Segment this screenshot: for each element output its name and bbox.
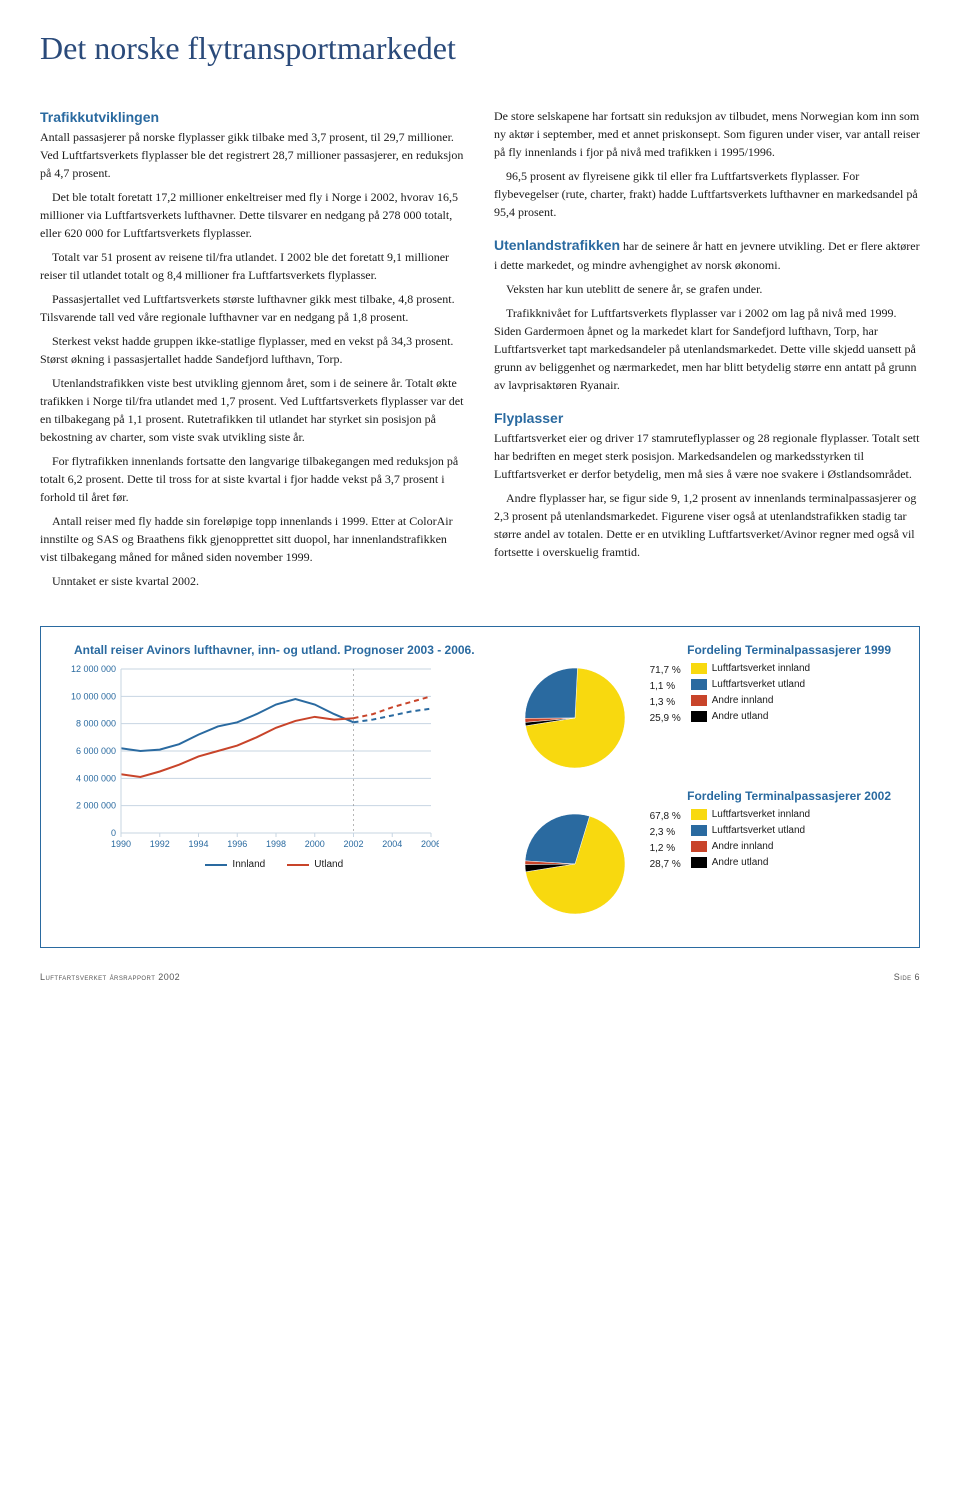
para: Utenlandstrafikken har de seinere år hat…: [494, 235, 920, 274]
pie-legend: Luftfartsverket innland Luftfartsverket u…: [691, 809, 810, 873]
svg-text:4 000 000: 4 000 000: [76, 773, 116, 783]
para: Andre flyplasser har, se figur side 9, 1…: [494, 489, 920, 561]
charts-container: Antall reiser Avinors lufthavner, inn- o…: [40, 626, 920, 948]
para: De store selskapene har fortsatt sin red…: [494, 107, 920, 161]
svg-text:2002: 2002: [343, 839, 363, 849]
line-chart-title: Antall reiser Avinors lufthavner, inn- o…: [59, 643, 490, 657]
svg-text:1994: 1994: [188, 839, 208, 849]
para: Passasjertallet ved Luftfartsverkets stø…: [40, 290, 466, 326]
svg-text:2004: 2004: [382, 839, 402, 849]
svg-text:1996: 1996: [227, 839, 247, 849]
svg-text:1998: 1998: [266, 839, 286, 849]
pie2-pct-labels: 67,8 %2,3 %1,2 %28,7 %: [650, 809, 681, 873]
page-title: Det norske flytransportmarkedet: [40, 30, 920, 67]
para: Trafikknivået for Luftfartsverkets flypl…: [494, 304, 920, 394]
subhead-utenlands: Utenlandstrafikken: [494, 237, 620, 253]
para: Sterkest vekst hadde gruppen ikke-statli…: [40, 332, 466, 368]
legend-item: Andre innland: [691, 695, 810, 706]
svg-text:10 000 000: 10 000 000: [71, 691, 116, 701]
pie2-row: 67,8 %2,3 %1,2 %28,7 % Luftfartsverket i…: [510, 809, 901, 919]
para: Luftfartsverket eier og driver 17 stamru…: [494, 429, 920, 483]
pie2-title: Fordeling Terminalpassasjerer 2002: [510, 789, 891, 803]
svg-text:2 000 000: 2 000 000: [76, 801, 116, 811]
pie-legend: Luftfartsverket innland Luftfartsverket u…: [691, 663, 810, 727]
subhead-flyplasser: Flyplasser: [494, 408, 920, 429]
svg-text:2006: 2006: [421, 839, 439, 849]
line-chart-block: Antall reiser Avinors lufthavner, inn- o…: [59, 643, 490, 935]
legend-item: Luftfartsverket innland: [691, 663, 810, 674]
footer-left: Luftfartsverket årsrapport 2002: [40, 972, 180, 982]
para: Totalt var 51 prosent av reisene til/fra…: [40, 248, 466, 284]
subhead-trafikk: Trafikkutviklingen: [40, 107, 466, 128]
legend-item: Andre utland: [691, 711, 810, 722]
para: For flytrafikken innenlands fortsatte de…: [40, 452, 466, 506]
svg-text:2000: 2000: [305, 839, 325, 849]
legend-item: Luftfartsverket utland: [691, 679, 810, 690]
legend-item: Luftfartsverket innland: [691, 809, 810, 820]
page-footer: Luftfartsverket årsrapport 2002 Side 6: [40, 972, 920, 982]
left-column: Trafikkutviklingen Antall passasjerer på…: [40, 107, 466, 596]
para: Det ble totalt foretatt 17,2 millioner e…: [40, 188, 466, 242]
para: Unntaket er siste kvartal 2002.: [40, 572, 466, 590]
pie-chart-2002: [510, 809, 640, 919]
pie1-title: Fordeling Terminalpassasjerer 1999: [510, 643, 891, 657]
footer-right: Side 6: [894, 972, 920, 982]
svg-text:8 000 000: 8 000 000: [76, 719, 116, 729]
pie1-pct-labels: 71,7 %1,1 %1,3 %25,9 %: [650, 663, 681, 727]
para: Antall passasjerer på norske flyplasser …: [40, 128, 466, 182]
legend-item: Andre innland: [691, 841, 810, 852]
right-column: De store selskapene har fortsatt sin red…: [494, 107, 920, 596]
line-chart-legend: InnlandUtland: [59, 859, 490, 870]
para: Veksten har kun uteblitt de senere år, s…: [494, 280, 920, 298]
pie-chart-1999: [510, 663, 640, 773]
svg-text:0: 0: [111, 828, 116, 838]
pie1-row: 71,7 %1,1 %1,3 %25,9 % Luftfartsverket i…: [510, 663, 901, 773]
svg-text:1992: 1992: [150, 839, 170, 849]
svg-text:6 000 000: 6 000 000: [76, 746, 116, 756]
svg-text:1990: 1990: [111, 839, 131, 849]
svg-text:12 000 000: 12 000 000: [71, 664, 116, 674]
para: Utenlandstrafikken viste best utvikling …: [40, 374, 466, 446]
line-chart: 12 000 000 10 000 000 8 000 000 6 000 000 4 …: [59, 663, 439, 853]
legend-item: Andre utland: [691, 857, 810, 868]
para: Antall reiser med fly hadde sin foreløpi…: [40, 512, 466, 566]
legend-item: Luftfartsverket utland: [691, 825, 810, 836]
body-columns: Trafikkutviklingen Antall passasjerer på…: [40, 107, 920, 596]
para: 96,5 prosent av flyreisene gikk til elle…: [494, 167, 920, 221]
